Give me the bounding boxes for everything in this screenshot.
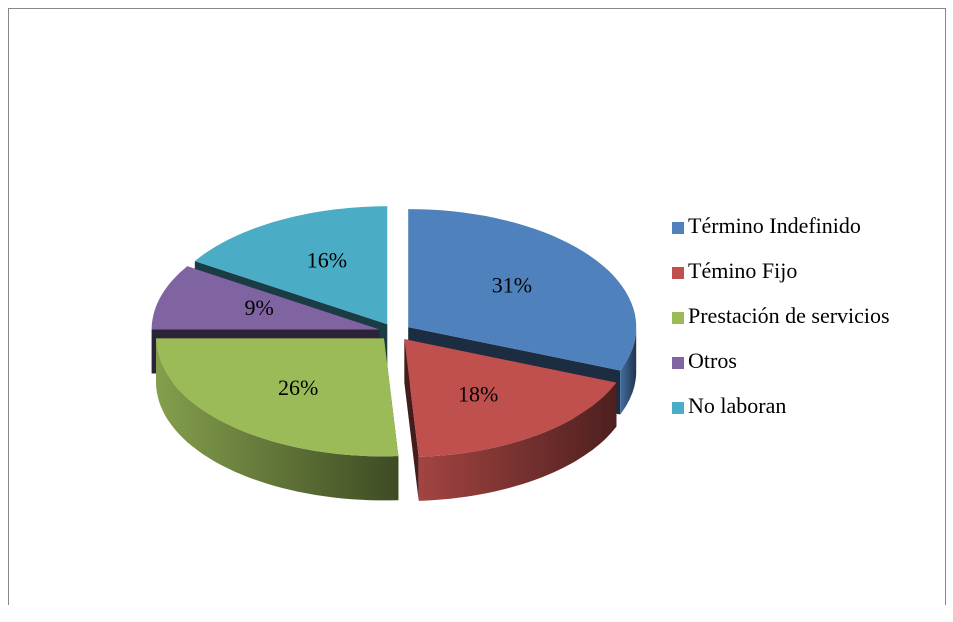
legend-label: No laboran [688, 393, 786, 418]
legend-label: Prestación de servicios [688, 303, 890, 328]
legend-swatch [672, 357, 684, 369]
legend-label: Otros [688, 348, 737, 373]
data-label: 18% [458, 381, 498, 406]
data-label: 26% [278, 375, 318, 400]
slice-side [418, 382, 617, 501]
pie-slice [156, 338, 399, 457]
legend-swatch [672, 312, 684, 324]
data-label: 9% [245, 295, 274, 320]
legend-label: Término Indefinido [688, 213, 861, 238]
legend-swatch [672, 222, 684, 234]
slice-side [620, 327, 637, 415]
legend-swatch [672, 267, 684, 279]
data-label: 31% [492, 272, 532, 297]
data-label: 16% [307, 247, 347, 272]
slice-cut [404, 339, 419, 501]
pie-slice [151, 266, 380, 330]
legend-label: Témino Fijo [688, 258, 797, 283]
pie-slice [194, 206, 388, 325]
pie-slice [408, 209, 637, 371]
pie-slice [404, 339, 617, 457]
chart-frame [8, 8, 946, 605]
legend-swatch [672, 402, 684, 414]
slice-side [156, 338, 399, 501]
